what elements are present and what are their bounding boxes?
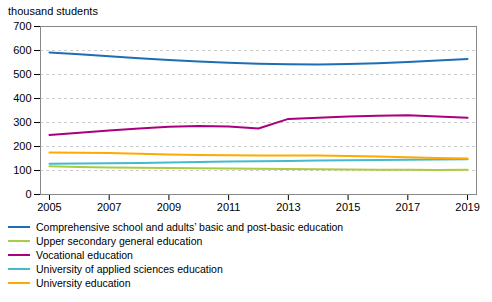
svg-text:2013: 2013 bbox=[276, 201, 300, 213]
html-text:Comprehensive school and adult: Comprehensive school and adults’ basic a… bbox=[36, 221, 344, 233]
svg-text:2015: 2015 bbox=[336, 201, 360, 213]
svg-text:500: 500 bbox=[13, 68, 31, 80]
svg-text:2005: 2005 bbox=[37, 201, 61, 213]
svg-text:300: 300 bbox=[13, 116, 31, 128]
svg-text:600: 600 bbox=[13, 44, 31, 56]
html-text:University education: University education bbox=[36, 277, 131, 289]
svg-text:200: 200 bbox=[13, 140, 31, 152]
svg-text:100: 100 bbox=[13, 164, 31, 176]
svg-text:2009: 2009 bbox=[157, 201, 181, 213]
svg-text:2017: 2017 bbox=[396, 201, 420, 213]
svg-text:700: 700 bbox=[13, 20, 31, 32]
html-text:thousand students: thousand students bbox=[8, 5, 98, 17]
svg-text:400: 400 bbox=[13, 92, 31, 104]
svg-text:2019: 2019 bbox=[455, 201, 479, 213]
html-text:Vocational education: Vocational education bbox=[36, 249, 133, 261]
svg-text:0: 0 bbox=[25, 188, 31, 200]
html-text:Upper secondary general educat: Upper secondary general education bbox=[36, 235, 203, 247]
html-text:University of applied sciences: University of applied sciences education bbox=[36, 263, 223, 275]
svg-text:2011: 2011 bbox=[217, 201, 241, 213]
svg-text:2007: 2007 bbox=[97, 201, 121, 213]
